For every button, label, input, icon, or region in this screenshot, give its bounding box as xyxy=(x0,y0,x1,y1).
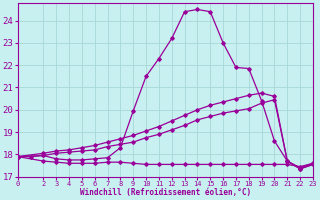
X-axis label: Windchill (Refroidissement éolien,°C): Windchill (Refroidissement éolien,°C) xyxy=(80,188,251,197)
